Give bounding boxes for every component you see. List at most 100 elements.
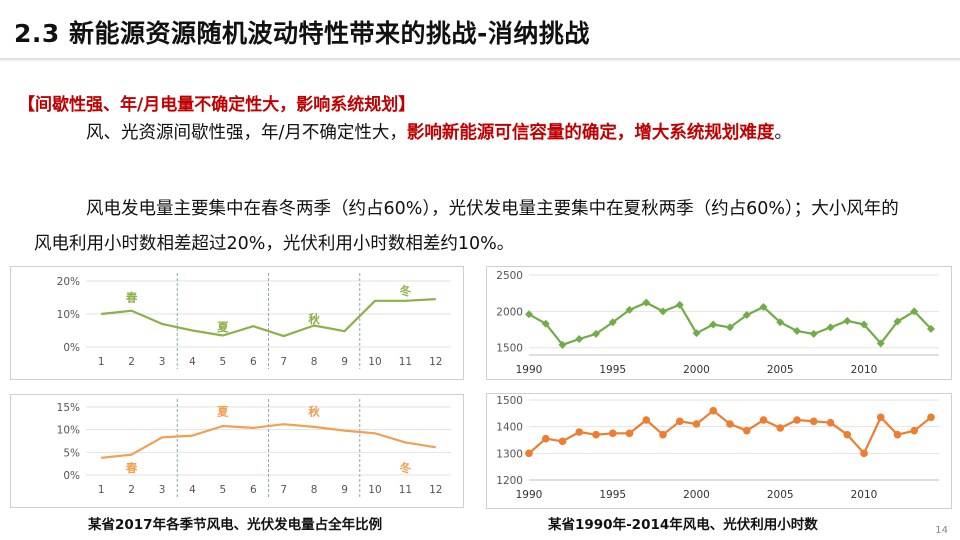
data-point <box>659 307 667 316</box>
data-point <box>592 329 600 338</box>
x-tick-label: 8 <box>311 356 318 368</box>
x-tick-label: 6 <box>250 484 257 496</box>
x-tick-label: 9 <box>341 356 348 368</box>
x-tick-label: 3 <box>159 356 166 368</box>
data-point <box>893 317 902 326</box>
paragraph-uncertainty: 风、光资源间歇性强，年/月不确定性大，影响新能源可信容量的确定，增大系统规划难度… <box>34 116 904 151</box>
caption-seasonal-share: 某省2017年各季节风电、光伏发电量占全年比例 <box>88 517 383 533</box>
x-tick-label: 7 <box>280 484 287 496</box>
y-tick-label: 1400 <box>496 422 523 434</box>
data-point <box>742 311 751 319</box>
data-point <box>575 335 584 343</box>
data-point <box>809 329 818 338</box>
data-point <box>541 434 550 443</box>
paragraph-uncertainty-highlight: 影响新能源可信容量的确定，增大系统规划难度 <box>406 123 775 143</box>
x-tick-label: 6 <box>250 356 257 368</box>
x-tick-label: 9 <box>341 484 348 496</box>
x-tick-label: 2000 <box>683 489 710 501</box>
data-point <box>675 417 684 426</box>
x-tick-label: 5 <box>220 484 227 496</box>
x-tick-label: 2010 <box>851 489 878 501</box>
data-point <box>910 307 919 316</box>
chart-wind-monthly-panel: 0% 10% 20% 1 2 3 4 5 6 7 8 9 10 11 12 春夏秋冬 <box>10 266 464 380</box>
data-point <box>893 430 902 439</box>
season-annotation: 冬 <box>400 461 412 475</box>
slide-title: 2.3 新能源资源随机波动特性带来的挑战-消纳挑战 <box>14 19 590 48</box>
series-line <box>101 423 436 459</box>
data-point <box>759 416 768 424</box>
data-point <box>759 303 768 311</box>
data-point <box>709 406 718 415</box>
y-tick-label: 2000 <box>496 306 523 318</box>
data-point <box>826 323 835 332</box>
season-annotation: 秋 <box>308 312 320 326</box>
x-tick-label: 7 <box>280 356 287 368</box>
x-tick-label: 10 <box>368 356 381 368</box>
y-tick-label: 0% <box>63 342 80 354</box>
data-point <box>776 318 785 327</box>
data-point <box>541 319 550 328</box>
paragraph-uncertainty-lead: 风、光资源间歇性强，年/月不确定性大， <box>86 123 407 143</box>
season-annotation: 夏 <box>217 320 229 334</box>
data-point <box>525 310 533 319</box>
data-point <box>675 300 684 309</box>
x-tick-label: 12 <box>429 484 442 496</box>
x-tick-label: 2 <box>128 484 135 496</box>
data-point <box>910 426 919 435</box>
y-tick-label: 1500 <box>496 343 523 355</box>
y-tick-label: 20% <box>57 276 80 288</box>
y-tick-label: 1500 <box>496 395 523 407</box>
y-tick-label: 2500 <box>496 270 523 282</box>
season-annotation: 冬 <box>400 284 412 298</box>
x-tick-label: 1995 <box>599 489 626 501</box>
data-point <box>776 424 785 432</box>
x-tick-label: 4 <box>189 484 196 496</box>
y-tick-label: 1300 <box>496 448 523 460</box>
x-tick-label: 1990 <box>516 489 543 501</box>
data-point <box>860 320 868 329</box>
caption-utilization-hours: 某省1990年-2014年风电、光伏利用小时数 <box>548 517 818 533</box>
season-annotation: 春 <box>126 291 138 305</box>
section-heading: 【间歇性强、年/月电量不确定性大，影响系统规划】 <box>18 95 416 115</box>
y-tick-label: 1200 <box>496 475 523 487</box>
x-tick-label: 1 <box>98 484 105 496</box>
data-point <box>876 339 885 348</box>
chart-solar-hours: 1200 1300 1400 1500 1990 1995 2000 2005 2010 <box>496 395 939 501</box>
data-point <box>809 417 818 426</box>
paragraph-uncertainty-end: 。 <box>774 123 792 143</box>
data-point <box>709 320 718 329</box>
data-point <box>525 449 533 458</box>
season-annotation: 春 <box>126 461 138 475</box>
data-point <box>692 329 701 338</box>
data-point <box>726 323 734 332</box>
data-point <box>608 318 617 327</box>
data-point <box>625 305 634 314</box>
data-point <box>692 420 701 428</box>
x-tick-label: 8 <box>311 484 318 496</box>
data-point <box>592 430 600 439</box>
chart-wind-hours: 1500 2000 2500 1990 1995 2000 2005 2010 <box>496 270 939 376</box>
y-tick-label: 10% <box>57 425 80 437</box>
data-point <box>927 413 935 422</box>
title-divider <box>0 58 960 62</box>
series-line <box>101 298 436 338</box>
data-point <box>625 429 634 438</box>
x-tick-label: 1990 <box>516 364 543 376</box>
x-tick-label: 12 <box>429 356 442 368</box>
series-line <box>528 409 932 455</box>
data-point <box>843 430 852 439</box>
data-point <box>642 298 651 307</box>
y-tick-label: 10% <box>57 309 80 321</box>
x-tick-label: 2000 <box>683 364 710 376</box>
data-point <box>575 428 584 436</box>
season-annotation: 秋 <box>308 405 320 419</box>
data-point <box>843 316 852 325</box>
data-point <box>876 413 885 422</box>
x-tick-label: 2005 <box>767 364 794 376</box>
data-point <box>659 430 667 439</box>
data-point <box>793 327 801 335</box>
x-tick-label: 10 <box>368 484 381 496</box>
x-tick-label: 2010 <box>851 364 878 376</box>
y-tick-label: 5% <box>63 447 80 459</box>
